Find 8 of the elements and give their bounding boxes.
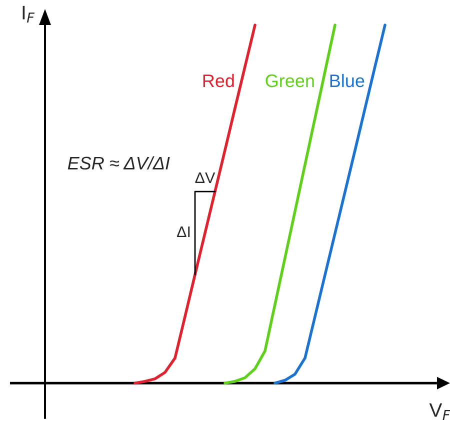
y-axis-title: I$_{F}$ <box>22 6 35 22</box>
series-label: Red <box>203 74 234 88</box>
annotation: ΔI <box>177 226 190 238</box>
x-axis-title: V$_{F}$ <box>429 403 450 420</box>
series-label: Blue <box>330 74 364 88</box>
annotation: ΔV <box>195 172 216 183</box>
annotation: ESR ≈ ΔV/ΔI <box>68 156 170 170</box>
series-label: Green <box>266 74 314 88</box>
